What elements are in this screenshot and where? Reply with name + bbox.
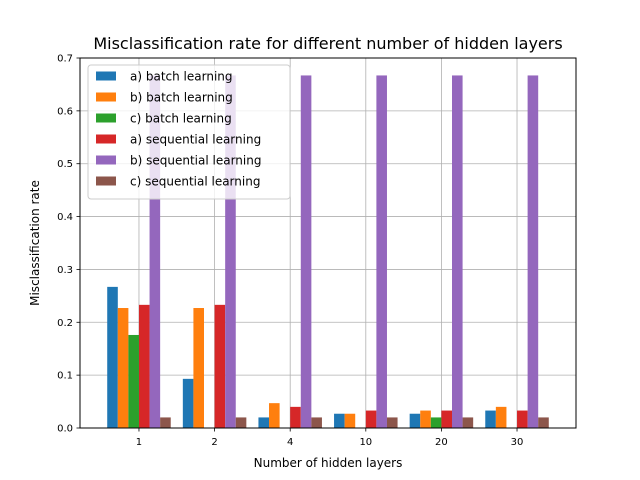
legend-swatch xyxy=(96,134,116,144)
bar xyxy=(235,417,247,428)
bar xyxy=(311,417,322,428)
y-tick-label: 0.1 xyxy=(57,371,73,382)
y-tick-label: 0.6 xyxy=(57,106,73,117)
legend: a) batch learning b) batch learning c) bat… xyxy=(87,64,291,200)
plot-frame xyxy=(79,57,577,429)
bar xyxy=(193,308,204,428)
bar xyxy=(441,410,452,428)
x-tick-label: 30 xyxy=(511,437,524,448)
bar xyxy=(117,308,129,428)
bar xyxy=(258,417,270,428)
legend-swatch xyxy=(96,92,116,102)
bar xyxy=(344,413,356,428)
legend-label: c) sequential learning xyxy=(130,175,260,189)
bar xyxy=(149,75,161,428)
x-axis-label: Number of hidden layers xyxy=(254,456,403,470)
legend-label: b) batch learning xyxy=(130,91,233,105)
axis-ticks: 0.0 0.1 0.2 0.3 0.4 0.5 0.6 0.7 1 2 4 10 20 30 xyxy=(57,54,523,449)
chart-title: Misclassification rate for different num… xyxy=(93,34,562,53)
bar xyxy=(420,410,431,428)
legend-swatch xyxy=(96,176,116,186)
bar xyxy=(485,410,496,428)
bars xyxy=(107,75,549,428)
legend-label: b) sequential learning xyxy=(130,154,261,168)
bar xyxy=(386,417,398,428)
legend-label: a) batch learning xyxy=(130,70,233,84)
x-tick-label: 4 xyxy=(287,437,293,448)
bar xyxy=(182,378,194,428)
bar xyxy=(462,417,474,428)
bar xyxy=(538,417,549,428)
bar xyxy=(225,75,236,428)
legend-label: a) sequential learning xyxy=(130,133,261,147)
bar xyxy=(138,304,150,428)
bar xyxy=(495,406,507,428)
bar xyxy=(107,286,118,428)
y-tick-label: 0.5 xyxy=(57,159,73,170)
bar xyxy=(334,413,345,428)
legend-swatch xyxy=(96,113,116,123)
bar xyxy=(300,75,312,428)
legend-box xyxy=(87,64,291,200)
y-tick-label: 0.2 xyxy=(57,318,73,329)
bar xyxy=(527,75,539,428)
x-tick-label: 10 xyxy=(359,437,372,448)
bar xyxy=(430,417,442,428)
bar xyxy=(376,75,387,428)
x-tick-label: 2 xyxy=(211,437,217,448)
y-tick-label: 0.3 xyxy=(57,265,73,276)
bar xyxy=(409,413,421,428)
bar xyxy=(160,417,171,428)
y-tick-label: 0.7 xyxy=(57,54,73,65)
x-tick-label: 1 xyxy=(136,437,142,448)
legend-swatch xyxy=(96,71,116,81)
bar xyxy=(128,334,139,428)
y-axis-label: Misclassification rate xyxy=(28,180,42,306)
bar xyxy=(365,410,377,428)
bar xyxy=(517,410,528,428)
legend-swatch xyxy=(96,155,116,165)
bar xyxy=(269,403,280,428)
y-tick-label: 0.4 xyxy=(57,212,73,223)
x-tick-label: 20 xyxy=(435,437,448,448)
bar xyxy=(214,304,226,428)
y-tick-label: 0.0 xyxy=(57,424,73,435)
bar xyxy=(452,75,463,428)
legend-label: c) batch learning xyxy=(130,112,232,126)
bar xyxy=(290,406,301,428)
